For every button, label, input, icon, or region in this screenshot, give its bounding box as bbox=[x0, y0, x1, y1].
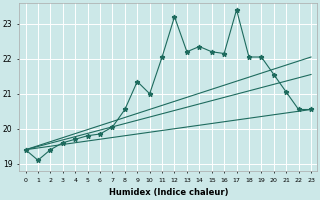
X-axis label: Humidex (Indice chaleur): Humidex (Indice chaleur) bbox=[108, 188, 228, 197]
